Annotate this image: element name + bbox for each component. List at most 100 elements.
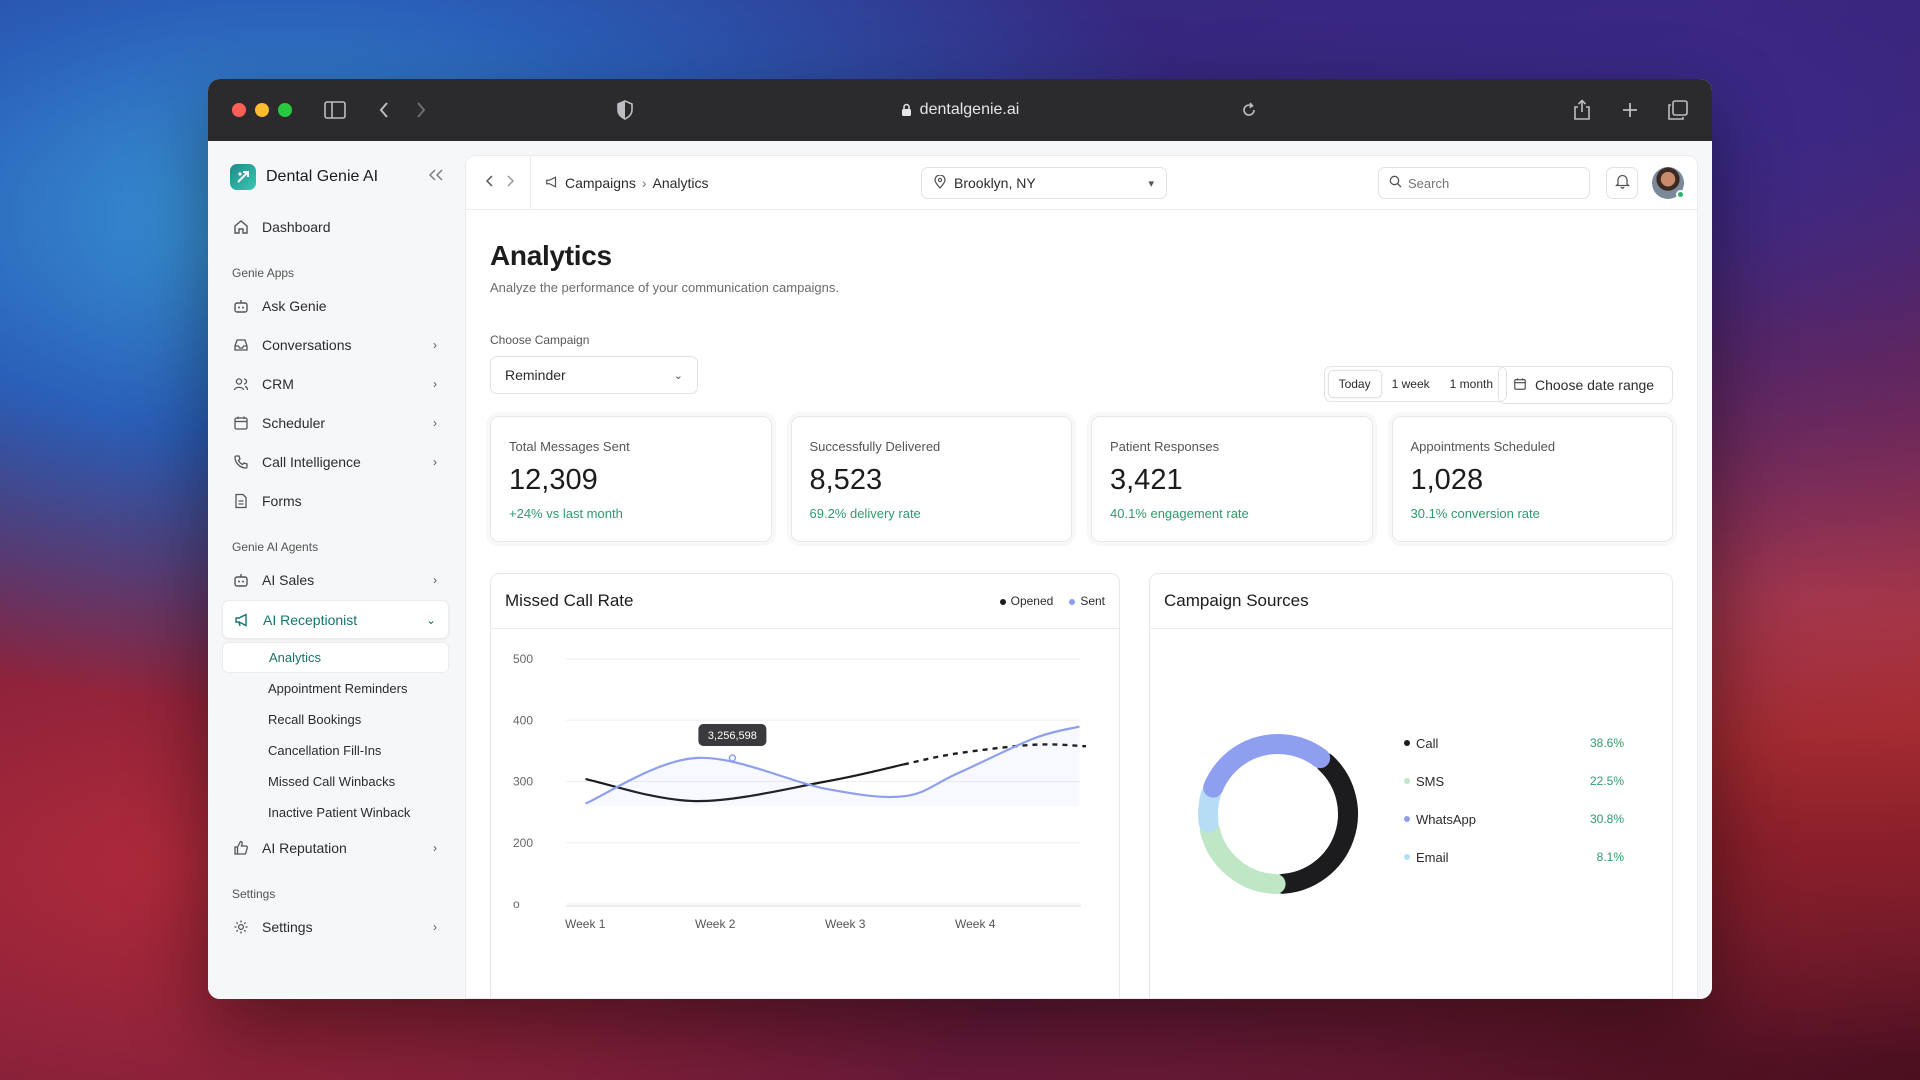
collapse-sidebar-icon[interactable] (428, 168, 443, 184)
donut-slice-email[interactable] (1198, 784, 1221, 833)
megaphone-icon (545, 175, 559, 192)
date-range-button[interactable]: Choose date range (1498, 366, 1673, 404)
legend-label: Email (1416, 849, 1449, 865)
campaign-select[interactable]: Reminder ⌄ (490, 356, 698, 394)
stat-value: 3,421 (1110, 464, 1183, 496)
maximize-window-button[interactable] (278, 103, 292, 117)
sidebar-item-scheduler[interactable]: Scheduler › (222, 403, 449, 442)
forward-icon[interactable] (506, 174, 515, 190)
x-tick-label: Week 1 (565, 917, 606, 931)
sidebar-item-label: Ask Genie (262, 297, 327, 314)
phone-icon (232, 453, 250, 471)
sidebar-item-dashboard[interactable]: Dashboard (222, 207, 449, 246)
chart-title: Missed Call Rate Opened Sent (491, 574, 1119, 629)
stat-label: Patient Responses (1110, 439, 1220, 454)
tooltip-point[interactable] (728, 754, 737, 762)
top-bar: Campaigns › Analytics Brooklyn, NY ▾ (466, 156, 1697, 210)
sidebar-item-ai-reputation[interactable]: AI Reputation › (222, 828, 449, 867)
donut-slice-whatsapp[interactable] (1203, 734, 1331, 798)
users-icon (232, 375, 250, 393)
series-opened-line (585, 763, 905, 803)
sidebar-item-ask-genie[interactable]: Ask Genie (222, 286, 449, 325)
location-select[interactable]: Brooklyn, NY ▾ (921, 167, 1167, 199)
stat-total-messages: Total Messages Sent 12,309 +24% vs last … (490, 416, 772, 542)
legend-opened[interactable]: Opened (999, 594, 1054, 608)
donut-slice-call[interactable] (1272, 752, 1358, 894)
campaign-sources-card: Campaign Sources Call 38.6% SMS 22.5% What… (1149, 573, 1673, 998)
legend-label: WhatsApp (1416, 811, 1476, 827)
search-input[interactable] (1408, 175, 1578, 191)
subitem-missed-call-winbacks[interactable]: Missed Call Winbacks (268, 774, 396, 789)
content: Analytics Analyze the performance of you… (466, 210, 1697, 998)
chevron-down-icon: ⌄ (673, 369, 683, 382)
calendar-icon (232, 414, 250, 432)
sidebar-item-ai-sales[interactable]: AI Sales › (222, 560, 449, 599)
donut-chart (1198, 734, 1358, 894)
address-field[interactable]: dentalgenie.ai (901, 101, 1019, 119)
stats-row: Total Messages Sent 12,309 +24% vs last … (490, 416, 1673, 542)
subitem-recall-bookings[interactable]: Recall Bookings (268, 712, 362, 727)
sidebar-item-call-intelligence[interactable]: Call Intelligence › (222, 442, 449, 481)
sidebar-item-settings[interactable]: Settings › (222, 907, 449, 946)
chart-title: Campaign Sources (1150, 574, 1672, 629)
sidebar-item-label: Scheduler (262, 414, 326, 431)
new-tab-icon[interactable] (1617, 97, 1643, 123)
sidebar-item-crm[interactable]: CRM › (222, 364, 449, 403)
subitem-appointment-reminders[interactable]: Appointment Reminders (268, 681, 408, 696)
minimize-window-button[interactable] (255, 103, 269, 117)
sidebar-toggle-icon[interactable] (322, 97, 348, 123)
back-icon[interactable] (371, 97, 397, 123)
sidebar-item-conversations[interactable]: Conversations › (222, 325, 449, 364)
period-1-week[interactable]: 1 week (1391, 377, 1430, 391)
legend-row-call: Call 38.6% (1404, 724, 1624, 762)
sidebar-item-label: Dashboard (262, 218, 331, 235)
bot-icon (232, 297, 250, 315)
breadcrumb-campaigns[interactable]: Campaigns (565, 175, 636, 191)
stat-value: 12,309 (509, 464, 598, 496)
stat-appointments: Appointments Scheduled 1,028 30.1% conve… (1391, 416, 1673, 542)
close-window-button[interactable] (232, 103, 246, 117)
breadcrumb-current: Analytics (652, 175, 709, 191)
search-icon (1389, 175, 1402, 191)
section-genie-ai-agents: Genie AI Agents (232, 540, 319, 554)
breadcrumb: Campaigns › Analytics (530, 156, 709, 210)
y-tick-label: 500 (513, 652, 533, 666)
legend-label: Call (1416, 735, 1439, 751)
shield-icon[interactable] (612, 97, 638, 123)
chevron-right-icon: › (433, 415, 437, 430)
bot-icon (232, 571, 250, 589)
legend-sent[interactable]: Sent (1069, 594, 1105, 608)
subitem-cancellation-fill-ins[interactable]: Cancellation Fill-Ins (268, 743, 382, 758)
browser-titlebar: dentalgenie.ai (208, 79, 1712, 141)
subitem-inactive-patient-winback[interactable]: Inactive Patient Winback (268, 805, 411, 820)
legend-label: Opened (1010, 594, 1054, 608)
reload-icon[interactable] (1236, 97, 1262, 123)
chart-title-text: Missed Call Rate (505, 591, 634, 610)
receptionist-submenu: Analytics Appointment Reminders Recall B… (222, 642, 449, 828)
brand-name: Dental Genie AI (266, 168, 379, 185)
series-opened-forecast-line (903, 743, 1087, 766)
donut-slice-sms[interactable] (1199, 819, 1286, 894)
inbox-icon (232, 336, 250, 354)
brand[interactable]: Dental Genie AI (222, 155, 449, 199)
chart-legend: Opened Sent (999, 594, 1105, 608)
user-avatar[interactable] (1652, 167, 1685, 199)
period-1-month[interactable]: 1 month (1449, 377, 1493, 391)
back-icon[interactable] (485, 174, 494, 190)
period-today[interactable]: Today (1327, 370, 1382, 398)
share-icon[interactable] (1569, 97, 1595, 123)
stat-sub: 30.1% conversion rate (1410, 506, 1540, 521)
map-pin-icon (934, 173, 946, 192)
sidebar-item-forms[interactable]: Forms (222, 481, 449, 520)
subitem-analytics[interactable]: Analytics (222, 642, 449, 673)
chevron-right-icon: › (433, 572, 437, 587)
forward-icon[interactable] (408, 97, 434, 123)
notifications-button[interactable] (1606, 167, 1638, 199)
stat-label: Successfully Delivered (809, 439, 941, 454)
chevron-down-icon: ▾ (1148, 177, 1154, 190)
tooltip-value: 3,256,598 (708, 730, 757, 742)
legend-pct: 38.6% (1589, 736, 1624, 750)
tabs-overview-icon[interactable] (1665, 97, 1691, 123)
x-tick-label: Week 2 (695, 917, 736, 931)
sidebar-item-ai-receptionist[interactable]: AI Receptionist ⌄ (222, 600, 449, 639)
